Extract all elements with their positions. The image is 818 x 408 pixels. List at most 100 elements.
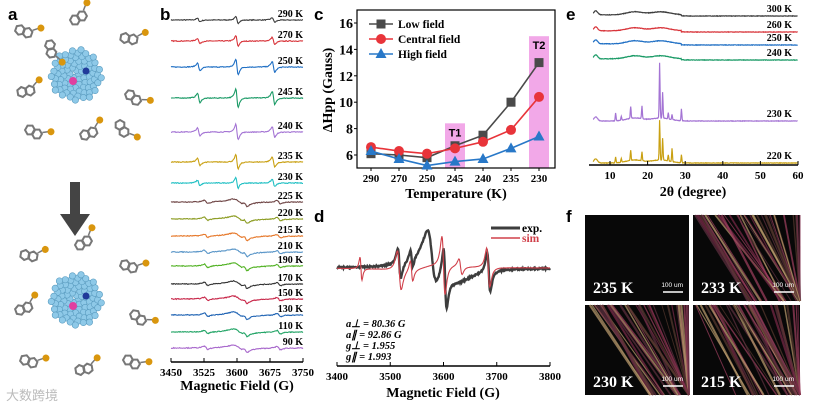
cage-atom [59, 317, 65, 323]
metal-atom [69, 77, 77, 85]
x-tick-label: 245 [447, 173, 464, 185]
trace-label: 260 K [767, 20, 793, 31]
bromine-atom [82, 0, 92, 7]
trace-label: 250 K [278, 56, 304, 67]
cage-atom [96, 66, 102, 72]
e-x-axis-title: 2θ (degree) [660, 185, 727, 200]
down-arrow-icon [60, 182, 90, 236]
cage-atom [92, 87, 98, 93]
solvent-molecule [119, 252, 150, 278]
cage-atom [72, 97, 78, 103]
panel-label-f: f [566, 207, 572, 226]
solvent-molecule [74, 354, 103, 376]
x-tick-label: 60 [793, 170, 805, 182]
data-point [507, 98, 516, 107]
trace-label: 170 K [278, 273, 304, 284]
cage-atom [80, 94, 86, 100]
trace-label: 130 K [278, 304, 304, 315]
transition-label: T2 [533, 40, 546, 52]
solvent-molecule [24, 117, 56, 146]
y-tick-label: 8 [346, 123, 353, 138]
solvent-molecule [20, 242, 49, 264]
solvent-molecule [77, 116, 108, 142]
micrograph: 233 K 100 um [693, 215, 800, 301]
temperature-label: 235 K [593, 280, 634, 297]
legend-label: sim [522, 233, 540, 245]
y-tick-label: 10 [339, 96, 353, 111]
molecule-illustration [12, 0, 161, 376]
fit-parameter: g∥ = 1.993 [345, 351, 391, 363]
cage-atom [96, 291, 102, 297]
x-tick-label: 50 [755, 170, 767, 182]
x-tick-label: 3800 [539, 371, 562, 383]
legend-label: Central field [398, 34, 461, 46]
x-tick-label: 40 [717, 170, 729, 182]
cage-atom [51, 81, 57, 87]
trace-label: 90 K [283, 337, 304, 348]
x-tick-label: 250 [419, 173, 436, 185]
fullerene-cage-bottom [48, 272, 104, 329]
trace-label: 215 K [278, 225, 304, 236]
temperature-label: 230 K [593, 374, 634, 391]
fit-parameter: a∥ = 92.86 G [346, 329, 402, 341]
transition-highlight [529, 36, 549, 168]
solvent-molecule [16, 76, 45, 98]
scale-bar-label: 100 um [661, 376, 683, 383]
temperature-label: 233 K [701, 280, 742, 297]
cage-atom [78, 47, 84, 53]
b-x-axis-title: Magnetic Field (G) [180, 379, 294, 394]
cage-atom [62, 276, 68, 282]
cage-atom [78, 272, 84, 278]
data-point [534, 92, 544, 102]
x-tick-label: 3500 [379, 371, 402, 383]
bromine-atom [141, 259, 150, 268]
micrograph: 230 K 100 um [585, 305, 689, 395]
data-point [535, 58, 544, 67]
cage-atom [62, 51, 68, 57]
x-tick-label: 3450 [160, 367, 183, 379]
epr-fit-chart: exp.sim a⊥ = 80.36 Ga∥ = 92.86 Gg⊥ = 1.95… [326, 223, 562, 401]
x-tick-label: 3750 [292, 367, 315, 379]
cage-atom [69, 273, 75, 279]
cage-atom [52, 60, 58, 66]
solvent-molecule [123, 83, 155, 114]
trace-label: 190 K [278, 255, 304, 266]
figure: a b c d e f 290 K270 K250 K245 K240 K235… [0, 0, 818, 408]
cage-atom [98, 75, 104, 81]
y-tick-label: 14 [339, 43, 353, 58]
solvent-molecule [128, 303, 160, 334]
panel-label-a: a [8, 5, 18, 24]
xrd-chart: 300 K260 K250 K240 K230 K220 K10 20 30 40 50… [589, 4, 804, 200]
cage-atom [69, 48, 75, 54]
x-tick-label: 3400 [326, 371, 349, 383]
transition-label: T1 [449, 127, 462, 139]
data-point [450, 143, 460, 153]
legend-label: Low field [398, 19, 445, 31]
trace-label: 290 K [278, 9, 304, 20]
cage-atom [86, 94, 92, 100]
bromine-atom [141, 28, 149, 36]
x-tick-label: 230 [531, 173, 548, 185]
solvent-molecule [120, 25, 149, 47]
trace-label: 150 K [278, 288, 304, 299]
bromine-atom [36, 24, 45, 33]
panel-label-c: c [314, 5, 323, 24]
bromine-atom [150, 315, 160, 325]
y-tick-label: 12 [339, 70, 353, 85]
y-tick-label: 6 [346, 149, 353, 164]
data-point [376, 34, 386, 44]
nitrogen-atom [83, 293, 90, 300]
data-point [478, 137, 488, 147]
watermark: 大数跨境 [6, 389, 58, 404]
bromine-atom [46, 127, 56, 137]
trace-label: 110 K [278, 321, 303, 332]
trace-label: 270 K [278, 30, 304, 41]
x-tick-label: 30 [680, 170, 692, 182]
cage-atom [98, 300, 104, 306]
x-tick-label: 20 [642, 170, 654, 182]
d-x-axis-title: Magnetic Field (G) [386, 386, 500, 401]
micrograph: 215 K 100 um [693, 305, 800, 395]
panel-label-e: e [566, 5, 575, 24]
cage-atom [90, 279, 96, 285]
scale-bar-label: 100 um [661, 282, 683, 289]
